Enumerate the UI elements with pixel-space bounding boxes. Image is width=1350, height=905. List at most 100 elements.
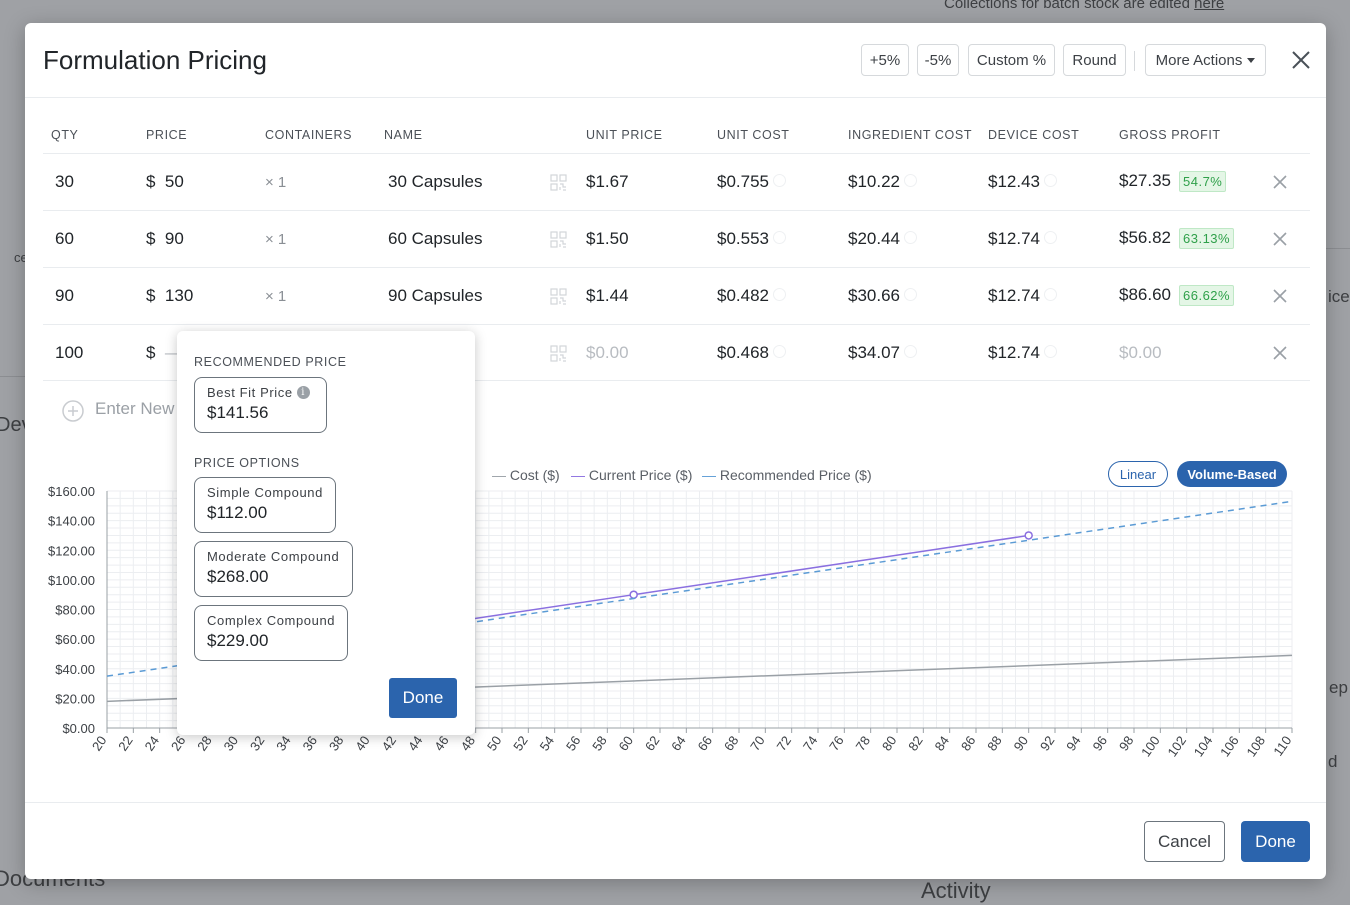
enter-new-input[interactable]: Enter New	[95, 399, 175, 418]
column-header-containers: CONTAINERS	[265, 128, 353, 142]
moderate-compound-option[interactable]: Moderate Compound $268.00	[194, 541, 353, 597]
table-row: 90 $ 130 × 1 90 Capsules $1.44 $0.482 $3…	[43, 267, 1310, 324]
y-tick-label: $40.00	[55, 662, 95, 677]
qty-cell[interactable]: 100	[55, 343, 84, 362]
name-cell[interactable]: 30 Capsules	[388, 172, 483, 191]
x-tick-label: 64	[668, 733, 689, 753]
more-actions-dropdown[interactable]: More Actions	[1145, 44, 1266, 76]
qty-cell[interactable]: 30	[55, 172, 74, 191]
margin-badge: 54.7%	[1179, 171, 1227, 193]
legend-cost: — Cost ($)	[492, 467, 560, 483]
x-tick-label: 98	[1116, 733, 1137, 753]
data-point-marker	[629, 590, 638, 599]
device-cost-value: $12.74	[988, 286, 1040, 305]
complex-compound-option[interactable]: Complex Compound $229.00	[194, 605, 348, 661]
column-header-unit-price: UNIT PRICE	[586, 128, 663, 142]
unit-cost-cell: $0.468	[717, 343, 786, 363]
containers-cell[interactable]: × 1	[265, 231, 287, 248]
custom-percent-button[interactable]: Custom %	[968, 44, 1055, 76]
price-value: 50	[164, 172, 184, 191]
info-icon[interactable]	[1044, 174, 1057, 187]
qr-code-icon[interactable]	[550, 174, 567, 191]
close-icon[interactable]	[1289, 48, 1313, 72]
y-tick-label: $0.00	[62, 721, 95, 736]
price-input[interactable]: $ 90	[146, 229, 184, 249]
x-tick-label: 70	[747, 733, 768, 753]
remove-row-icon[interactable]	[1272, 231, 1288, 247]
qr-code-icon[interactable]	[550, 231, 567, 248]
background-divider	[0, 376, 25, 377]
info-icon[interactable]	[1044, 231, 1057, 244]
qr-code-icon[interactable]	[550, 345, 567, 362]
background-fragment-ice: ice	[1328, 287, 1350, 306]
info-icon[interactable]	[773, 174, 786, 187]
price-input[interactable]: $ 130	[146, 286, 193, 306]
background-divider	[1326, 248, 1350, 249]
containers-cell[interactable]: × 1	[265, 288, 287, 305]
column-header-price: PRICE	[146, 128, 188, 142]
done-button[interactable]: Done	[1241, 821, 1310, 862]
name-cell[interactable]: 90 Capsules	[388, 286, 483, 305]
modal-footer	[25, 802, 1326, 803]
x-tick-label: 50	[484, 733, 505, 753]
unit-cost-value: $0.553	[717, 229, 769, 248]
info-icon[interactable]	[773, 231, 786, 244]
x-tick-label: 96	[1090, 733, 1111, 753]
volume-based-toggle[interactable]: Volume-Based	[1177, 461, 1287, 487]
table-row: 100 $ — $0.00 $0.468 $34.07 $12.74 $0.00	[43, 324, 1310, 381]
remove-row-icon[interactable]	[1272, 288, 1288, 304]
round-button[interactable]: Round	[1063, 44, 1126, 76]
qr-code-icon[interactable]	[550, 288, 567, 305]
popover-done-button[interactable]: Done	[389, 678, 457, 718]
unit-cost-cell: $0.755	[717, 172, 786, 192]
info-icon[interactable]	[1044, 288, 1057, 301]
x-tick-label: 94	[1063, 733, 1084, 753]
qty-cell[interactable]: 90	[55, 286, 74, 305]
legend-recommended-price: — Recommended Price ($)	[702, 467, 872, 483]
info-icon[interactable]	[904, 345, 917, 358]
decrease-5-percent-button[interactable]: -5%	[917, 44, 959, 76]
remove-row-icon[interactable]	[1272, 345, 1288, 361]
info-icon[interactable]	[773, 345, 786, 358]
info-icon[interactable]	[904, 231, 917, 244]
background-notice: Collections for batch stock are edited h…	[944, 0, 1224, 12]
containers-cell[interactable]: × 1	[265, 174, 287, 191]
x-tick-label: 28	[194, 733, 215, 753]
increase-5-percent-button[interactable]: +5%	[861, 44, 909, 76]
best-fit-price-option[interactable]: Best Fit Price i $141.56	[194, 377, 327, 433]
x-tick-label: 34	[273, 733, 294, 753]
qty-cell[interactable]: 60	[55, 229, 74, 248]
info-icon[interactable]	[904, 174, 917, 187]
linear-toggle[interactable]: Linear	[1108, 461, 1168, 487]
option-value: $268.00	[207, 567, 269, 586]
remove-row-icon[interactable]	[1272, 174, 1288, 190]
device-cost-cell: $12.74	[988, 229, 1057, 249]
price-options-label: PRICE OPTIONS	[194, 456, 300, 470]
ingredient-cost-value: $30.66	[848, 286, 900, 305]
device-cost-cell: $12.43	[988, 172, 1057, 192]
cancel-button[interactable]: Cancel	[1144, 821, 1225, 862]
info-icon[interactable]: i	[296, 386, 310, 399]
price-value: 90	[164, 229, 184, 248]
price-input[interactable]: $ 50	[146, 172, 184, 192]
x-tick-label: 26	[168, 733, 189, 753]
info-icon[interactable]	[773, 288, 786, 301]
info-icon[interactable]	[904, 288, 917, 301]
gross-profit-value: $27.35	[1119, 171, 1171, 190]
name-cell[interactable]: 60 Capsules	[388, 229, 483, 248]
info-icon[interactable]	[1044, 345, 1057, 358]
x-tick-label: 48	[458, 733, 479, 753]
unit-cost-value: $0.482	[717, 286, 769, 305]
add-row-icon[interactable]	[62, 400, 84, 422]
simple-compound-option[interactable]: Simple Compound $112.00	[194, 477, 336, 533]
x-tick-label: 22	[115, 733, 136, 753]
column-header-qty: QTY	[51, 128, 79, 142]
x-tick-label: 52	[510, 733, 531, 753]
y-tick-label: $20.00	[55, 691, 95, 706]
background-notice-link[interactable]: here	[1194, 0, 1225, 12]
x-tick-label: 82	[905, 733, 926, 753]
x-tick-label: 74	[800, 733, 821, 753]
device-cost-cell: $12.74	[988, 286, 1057, 306]
unit-price-cell: $1.50	[586, 229, 629, 248]
gross-profit-cell: $0.00	[1119, 343, 1162, 362]
